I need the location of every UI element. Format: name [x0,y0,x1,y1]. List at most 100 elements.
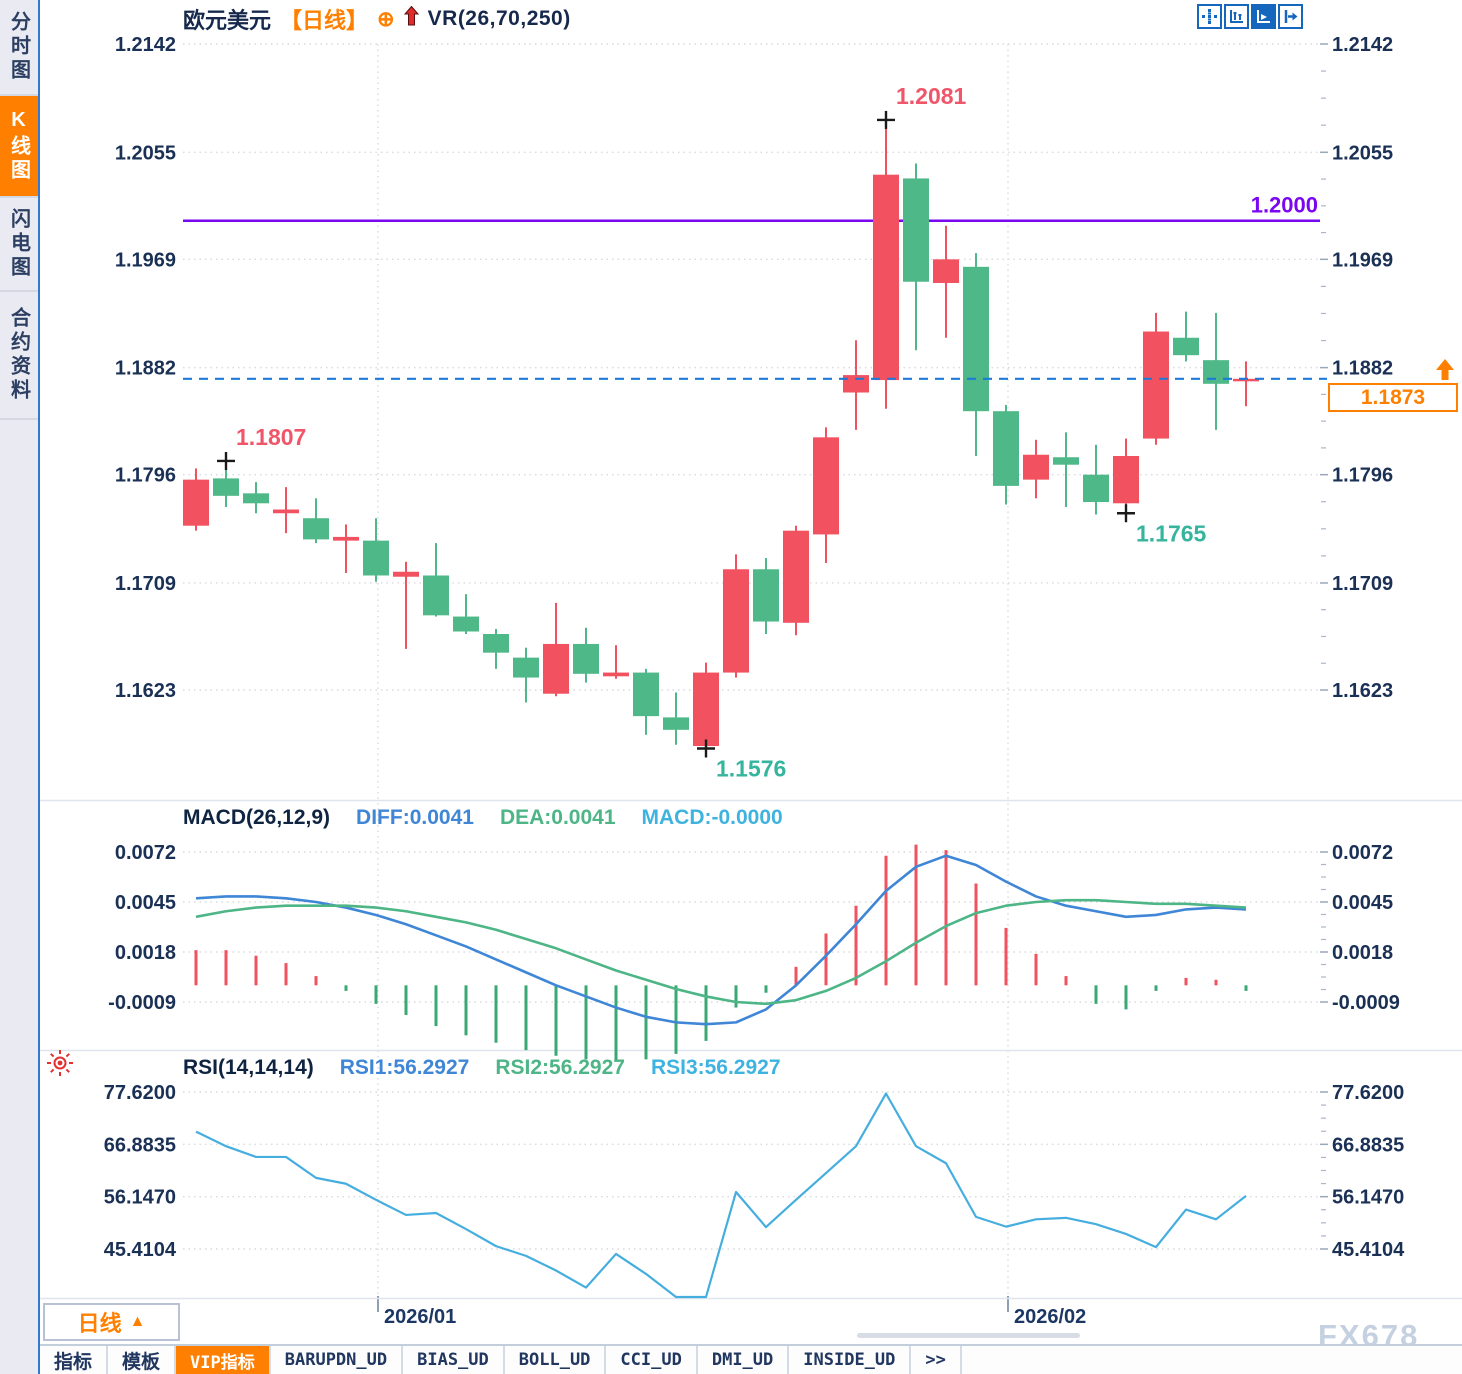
candle-up [393,571,419,577]
timeframe-selector[interactable]: 日线 ▲ [43,1303,180,1341]
price-axis-label: 1.1796 [1332,465,1393,487]
swing-high-label: 1.1807 [236,424,306,450]
candle-down [963,266,989,412]
macd-axis-label: 0.0018 [115,942,176,964]
macd-axis-label: 0.0072 [1332,842,1393,864]
swing-high-label: 1.2081 [896,83,967,109]
rsi-axis-label: 56.1470 [104,1187,176,1209]
candle-down [993,411,1019,486]
price-axis-label: 1.1882 [115,358,176,380]
sidebar-tab-K线图[interactable]: K线图 [0,96,38,198]
rsi2-readout: RSI2:56.2927 [495,1056,625,1079]
macd-diff-readout: DIFF:0.0041 [356,806,474,829]
bottom-tab-BOLL_UD[interactable]: BOLL_UD [505,1346,607,1374]
rsi-header: RSI(14,14,14) RSI1:56.2927 RSI2:56.2927 … [183,1056,781,1080]
candle-down [453,616,479,632]
candle-up [273,509,299,514]
period-label: 【日线】 [280,8,369,33]
sidebar-tab-合约资料[interactable]: 合约资料 [0,292,38,420]
symbol-name: 欧元美元 [183,8,272,33]
bottom-tab-BIAS_UD[interactable]: BIAS_UD [403,1346,505,1374]
bottom-tab-指标[interactable]: 指标 [40,1346,109,1374]
scrollbar-thumb[interactable] [857,1333,1080,1338]
bottom-tab-BARUPDN_UD[interactable]: BARUPDN_UD [271,1346,404,1374]
price-axis-label: 1.1709 [1332,573,1393,595]
candle-up [843,375,869,393]
macd-axis-label: -0.0009 [1332,992,1400,1014]
candle-down [1053,457,1079,465]
macd-axis-label: 0.0045 [115,892,176,914]
bottom-tab-INSIDE_UD[interactable]: INSIDE_UD [789,1346,912,1374]
macd-axis-label: 0.0018 [1332,942,1393,964]
rsi-axis-label: 77.6200 [1332,1082,1404,1104]
candle-down [483,633,509,653]
candle-down [363,540,389,576]
bottom-tab-VIP指标[interactable]: VIP指标 [176,1346,271,1374]
candle-down [663,717,689,730]
swing-low-label: 1.1765 [1136,520,1207,546]
rsi-line [195,1092,1247,1299]
price-axis-label: 1.1882 [1332,358,1393,380]
candle-up [183,479,209,526]
fit-chart-icon[interactable] [1197,4,1222,29]
candle-up [1023,454,1049,480]
rsi1-readout: RSI1:56.2927 [339,1056,470,1079]
add-indicator-icon[interactable]: ⊕ [377,7,395,31]
rsi-axis-label: 45.4104 [104,1239,177,1261]
candle-up [813,437,839,535]
candle-up [333,536,359,541]
price-alert-icon[interactable] [45,1048,75,1083]
candle-up [1113,455,1139,504]
indicator-label: VR(26,70,250) [427,7,571,30]
candle-up [783,530,809,623]
price-axis-label: 1.2055 [115,142,176,164]
up-arrow-icon [403,5,419,32]
bottom-tab-CCI_UD[interactable]: CCI_UD [606,1346,698,1374]
macd-dea-line [195,898,1247,1006]
candle-down [513,657,539,678]
indicator-tabbar: 指标 模板 VIP指标 BARUPDN_UD BIAS_UD BOLL_UD CCI_UD D… [40,1344,1462,1374]
rsi3-readout: RSI3:56.2927 [650,1056,781,1079]
sidebar-tab-分时图[interactable]: 分时图 [0,0,38,96]
macd-header: MACD(26,12,9) DIFF:0.0041 DEA:0.0041 MAC… [183,806,783,830]
candle-up [933,259,959,283]
price-axis-label: 1.1623 [1332,680,1393,702]
candle-up [723,569,749,673]
candle-up [543,643,569,694]
candle-down [1173,337,1199,356]
candle-down [1083,474,1109,503]
collapse-panel-icon[interactable] [1278,4,1303,29]
macd-dea-readout: DEA:0.0041 [499,806,616,829]
price-axis-label: 1.1623 [115,680,176,702]
axis-scale-icon[interactable] [1224,4,1249,29]
price-axis-label: 1.1709 [115,573,176,595]
rsi-axis-label: 66.8835 [1332,1134,1404,1156]
bottom-tab->>[interactable]: >> [911,1346,962,1374]
macd-axis-label: 0.0045 [1332,892,1393,914]
candle-down [753,569,779,622]
candle-up [603,672,629,677]
axis-scale-active-icon[interactable] [1251,4,1276,29]
bottom-tab-DMI_UD[interactable]: DMI_UD [698,1346,790,1374]
macd-diff-line [195,854,1247,1026]
price-axis-label: 1.1796 [115,465,176,487]
rsi-params: RSI(14,14,14) [183,1056,314,1079]
candle-up [1233,378,1259,382]
candle-down [423,575,449,616]
bottom-tab-模板[interactable]: 模板 [108,1346,177,1374]
x-axis-label-feb: 2026/02 [1014,1306,1087,1328]
price-axis-label: 1.1969 [115,249,176,271]
candle-down [213,478,239,496]
macd-axis-label: -0.0009 [108,992,176,1014]
candle-down [573,643,599,674]
chart-toolbar [1197,4,1303,29]
chart-header: 欧元美元 【日线】 ⊕ VR(26,70,250) [183,4,571,34]
current-price-tag: 1.1873 [1328,383,1458,412]
timeframe-label: 日线 [77,1311,122,1336]
price-axis-label: 1.2055 [1332,142,1393,164]
candle-down [1203,360,1229,384]
sidebar-tab-闪电图[interactable]: 闪电图 [0,198,38,292]
x-axis-label-jan: 2026/01 [384,1306,457,1328]
